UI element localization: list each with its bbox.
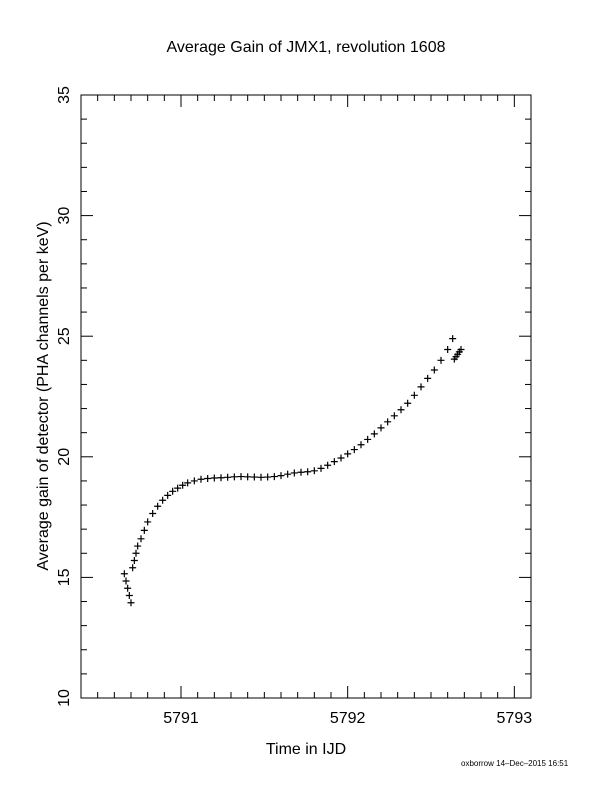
data-point [130, 557, 138, 565]
data-point [144, 518, 152, 526]
x-tick-label: 5792 [330, 710, 366, 727]
data-point [390, 412, 398, 420]
data-point [164, 491, 172, 499]
axis-tick-labels: 5791 5792 5793 10 15 20 25 30 35 [56, 86, 532, 727]
data-point [159, 496, 167, 504]
data-point [134, 542, 142, 550]
data-point [244, 473, 252, 481]
data-point [457, 345, 465, 353]
data-point [257, 473, 265, 481]
data-point [290, 469, 298, 477]
data-point [264, 473, 272, 481]
data-point [410, 391, 418, 399]
plot-frame [80, 94, 532, 699]
y-tick-label: 35 [56, 86, 73, 104]
data-point [217, 474, 225, 482]
data-point [417, 383, 425, 391]
data-point [129, 564, 137, 572]
data-point [190, 477, 198, 485]
data-point [179, 481, 187, 489]
data-point [120, 570, 128, 578]
data-point [184, 479, 192, 487]
data-point [230, 473, 238, 481]
data-point [210, 474, 218, 482]
y-axis-label: Average gain of detector (PHA channels p… [35, 221, 52, 570]
data-point [437, 356, 445, 364]
data-point [125, 591, 133, 599]
data-points [120, 335, 465, 607]
data-point [154, 502, 162, 510]
data-point [364, 435, 372, 443]
data-point [140, 526, 148, 534]
data-point [424, 374, 432, 382]
footer-credit: oxborrow 14–Dec–2015 16:51 [461, 759, 569, 768]
data-point [137, 535, 145, 543]
data-point [404, 399, 412, 407]
data-point [357, 441, 365, 449]
data-point [237, 473, 245, 481]
data-point [224, 473, 232, 481]
data-point [384, 418, 392, 426]
data-point [350, 446, 358, 454]
data-point [324, 461, 332, 469]
x-tick-label: 5793 [497, 710, 533, 727]
data-point [430, 366, 438, 374]
data-point [277, 472, 285, 480]
data-point [270, 473, 278, 481]
data-point [370, 430, 378, 438]
data-point [444, 345, 452, 353]
data-point [337, 454, 345, 462]
y-tick-label: 25 [56, 327, 73, 345]
data-point [174, 484, 182, 492]
data-point [197, 475, 205, 483]
x-axis-label: Time in IJD [266, 741, 346, 758]
data-point [377, 424, 385, 432]
x-tick-label: 5791 [163, 710, 199, 727]
data-point [397, 406, 405, 414]
data-point [169, 487, 177, 495]
y-tick-label: 30 [56, 207, 73, 225]
data-point [330, 458, 338, 466]
y-tick-label: 10 [56, 689, 73, 707]
data-point [344, 450, 352, 458]
data-point [132, 549, 140, 557]
data-point [449, 335, 457, 343]
data-point [124, 584, 132, 592]
data-point [122, 577, 130, 585]
data-point [310, 467, 318, 475]
axis-ticks [80, 94, 532, 699]
chart-title: Average Gain of JMX1, revolution 1608 [167, 39, 446, 56]
data-point [304, 468, 312, 476]
data-point [297, 468, 305, 476]
data-point [149, 509, 157, 517]
data-point [284, 470, 292, 478]
y-tick-label: 20 [56, 448, 73, 466]
data-point [204, 475, 212, 483]
data-point [250, 473, 258, 481]
y-tick-label: 15 [56, 568, 73, 586]
data-point [317, 464, 325, 472]
data-point [127, 599, 135, 607]
